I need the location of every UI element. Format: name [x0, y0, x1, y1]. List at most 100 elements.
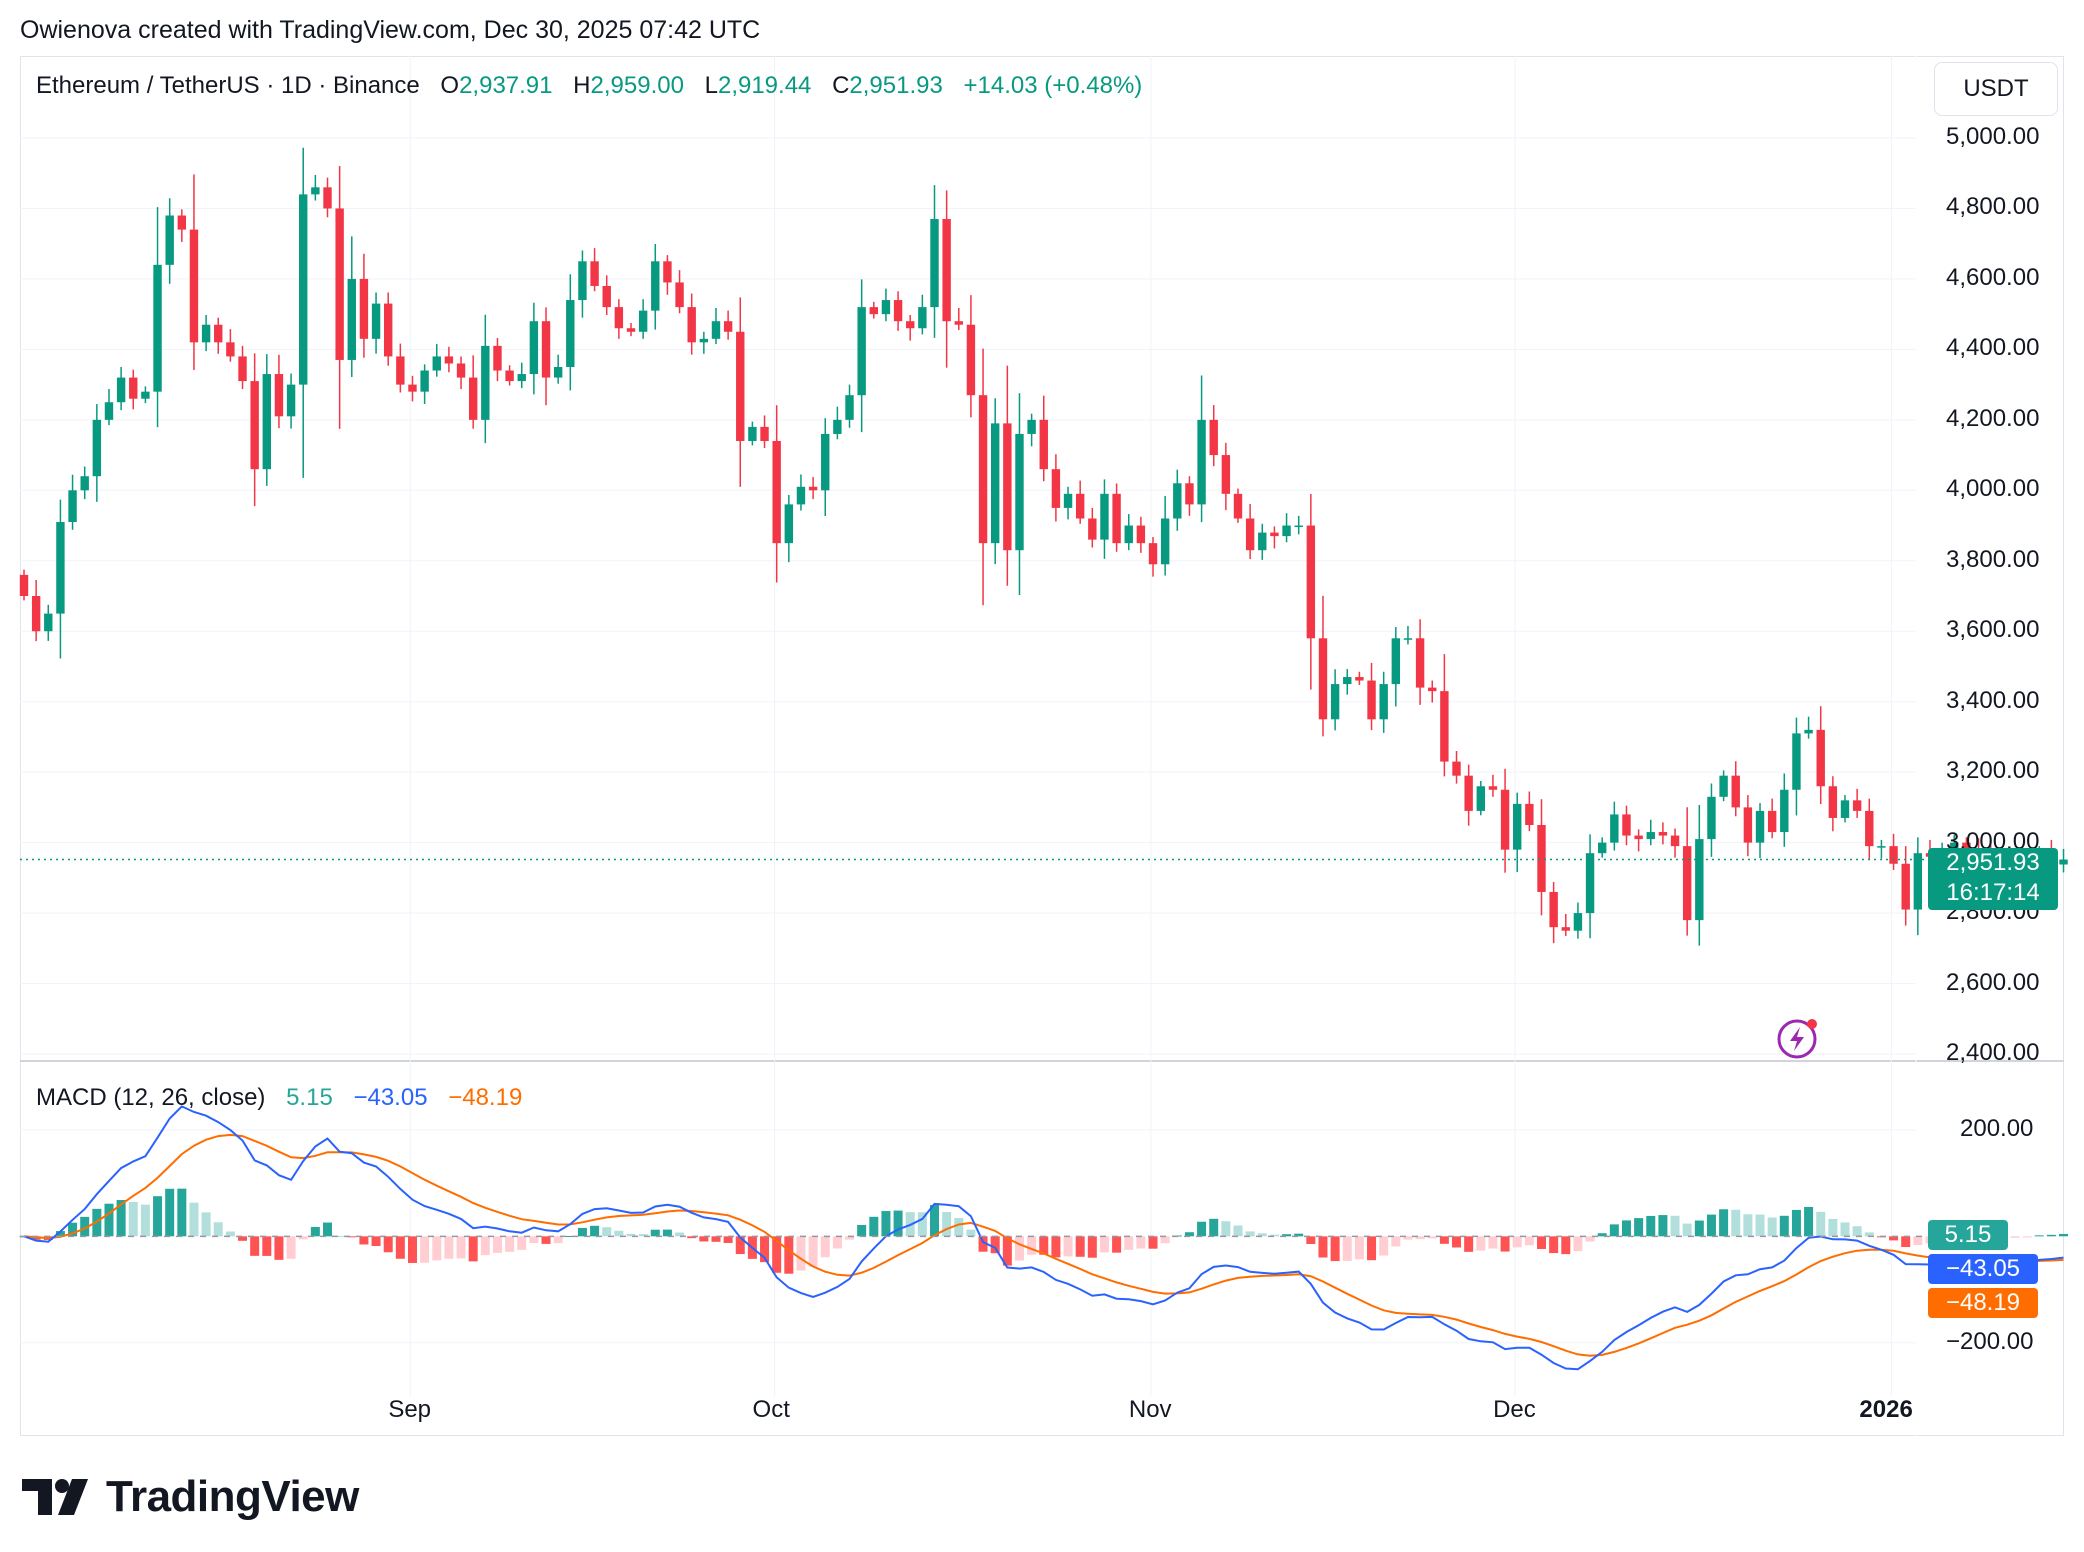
- candle[interactable]: [699, 331, 709, 354]
- candle[interactable]: [1270, 526, 1279, 549]
- candle[interactable]: [19, 569, 29, 601]
- candle[interactable]: [1258, 523, 1267, 560]
- candle[interactable]: [347, 236, 356, 377]
- candle[interactable]: [517, 362, 526, 389]
- candle[interactable]: [468, 355, 478, 429]
- candle[interactable]: [1136, 516, 1146, 553]
- candle[interactable]: [978, 348, 988, 606]
- candle[interactable]: [857, 279, 866, 433]
- candle[interactable]: [796, 474, 806, 511]
- candle[interactable]: [1695, 805, 1704, 946]
- candle[interactable]: [1646, 819, 1655, 846]
- macd-line[interactable]: [23, 1105, 2064, 1371]
- candle[interactable]: [602, 275, 611, 316]
- candle[interactable]: [177, 209, 187, 242]
- candle[interactable]: [371, 292, 381, 354]
- candle[interactable]: [1088, 507, 1097, 548]
- candle[interactable]: [1901, 846, 1910, 926]
- candle[interactable]: [1828, 776, 1838, 832]
- candle[interactable]: [201, 315, 211, 352]
- candle[interactable]: [893, 291, 903, 331]
- candle[interactable]: [396, 343, 405, 393]
- candle[interactable]: [1731, 761, 1740, 817]
- candle[interactable]: [1197, 375, 1206, 523]
- candle[interactable]: [299, 147, 308, 478]
- candle[interactable]: [1367, 662, 1376, 731]
- candle[interactable]: [1877, 839, 1886, 859]
- candle[interactable]: [238, 345, 247, 390]
- candle[interactable]: [748, 421, 757, 446]
- candle[interactable]: [262, 354, 271, 486]
- candle[interactable]: [1039, 395, 1048, 482]
- candle[interactable]: [784, 494, 794, 563]
- candle[interactable]: [1755, 803, 1765, 859]
- candle[interactable]: [1282, 513, 1291, 543]
- candle[interactable]: [1780, 773, 1789, 847]
- candle[interactable]: [1428, 680, 1437, 703]
- candle[interactable]: [1488, 774, 1498, 797]
- candle[interactable]: [991, 398, 1000, 565]
- candle[interactable]: [1148, 536, 1158, 577]
- candle[interactable]: [942, 190, 951, 368]
- candle[interactable]: [1464, 764, 1473, 826]
- candle[interactable]: [966, 295, 976, 418]
- candle[interactable]: [553, 354, 563, 384]
- candle[interactable]: [590, 248, 599, 292]
- candle[interactable]: [444, 346, 454, 373]
- candle[interactable]: [2059, 848, 2068, 873]
- candle[interactable]: [1051, 454, 1061, 522]
- candle[interactable]: [845, 384, 854, 428]
- candle[interactable]: [541, 307, 551, 406]
- candle[interactable]: [56, 499, 65, 659]
- lightning-icon[interactable]: [1776, 1016, 1820, 1060]
- candle[interactable]: [675, 270, 684, 314]
- macd-signal-line[interactable]: [23, 1133, 2064, 1357]
- candle[interactable]: [687, 293, 696, 355]
- candle[interactable]: [1840, 795, 1850, 823]
- candle[interactable]: [1440, 654, 1449, 777]
- candle[interactable]: [881, 288, 891, 322]
- candle[interactable]: [1318, 595, 1328, 737]
- candle[interactable]: [578, 250, 587, 318]
- candle[interactable]: [1852, 788, 1862, 818]
- candle[interactable]: [906, 315, 915, 341]
- candle[interactable]: [80, 466, 89, 500]
- candle[interactable]: [456, 356, 466, 390]
- candle[interactable]: [116, 367, 126, 411]
- candle[interactable]: [1792, 717, 1801, 816]
- candle[interactable]: [1221, 442, 1231, 511]
- candle[interactable]: [408, 375, 417, 402]
- candle[interactable]: [736, 297, 745, 487]
- candle[interactable]: [1330, 669, 1340, 731]
- candle[interactable]: [68, 474, 77, 530]
- candle[interactable]: [1063, 486, 1073, 520]
- candle[interactable]: [651, 244, 660, 330]
- candle[interactable]: [1610, 801, 1619, 851]
- candle[interactable]: [1622, 805, 1631, 846]
- candle[interactable]: [663, 255, 672, 295]
- candle[interactable]: [323, 177, 332, 218]
- candle[interactable]: [1185, 476, 1194, 516]
- candle[interactable]: [92, 404, 102, 502]
- candle[interactable]: [1707, 783, 1716, 857]
- candle[interactable]: [1585, 834, 1595, 939]
- candle[interactable]: [930, 185, 939, 338]
- candle[interactable]: [918, 294, 927, 335]
- candle[interactable]: [1452, 751, 1461, 784]
- candle[interactable]: [808, 477, 818, 500]
- candle[interactable]: [566, 274, 575, 391]
- candle[interactable]: [1306, 493, 1316, 690]
- candle[interactable]: [420, 364, 429, 404]
- candle[interactable]: [1355, 671, 1364, 685]
- candle[interactable]: [141, 386, 150, 404]
- candle[interactable]: [626, 322, 636, 337]
- candle[interactable]: [153, 207, 162, 428]
- candle[interactable]: [1391, 627, 1401, 707]
- candle[interactable]: [1173, 469, 1182, 531]
- candle[interactable]: [723, 310, 733, 340]
- candle[interactable]: [1015, 393, 1024, 595]
- candle[interactable]: [432, 344, 441, 377]
- candle[interactable]: [1379, 671, 1388, 733]
- candle[interactable]: [359, 253, 369, 358]
